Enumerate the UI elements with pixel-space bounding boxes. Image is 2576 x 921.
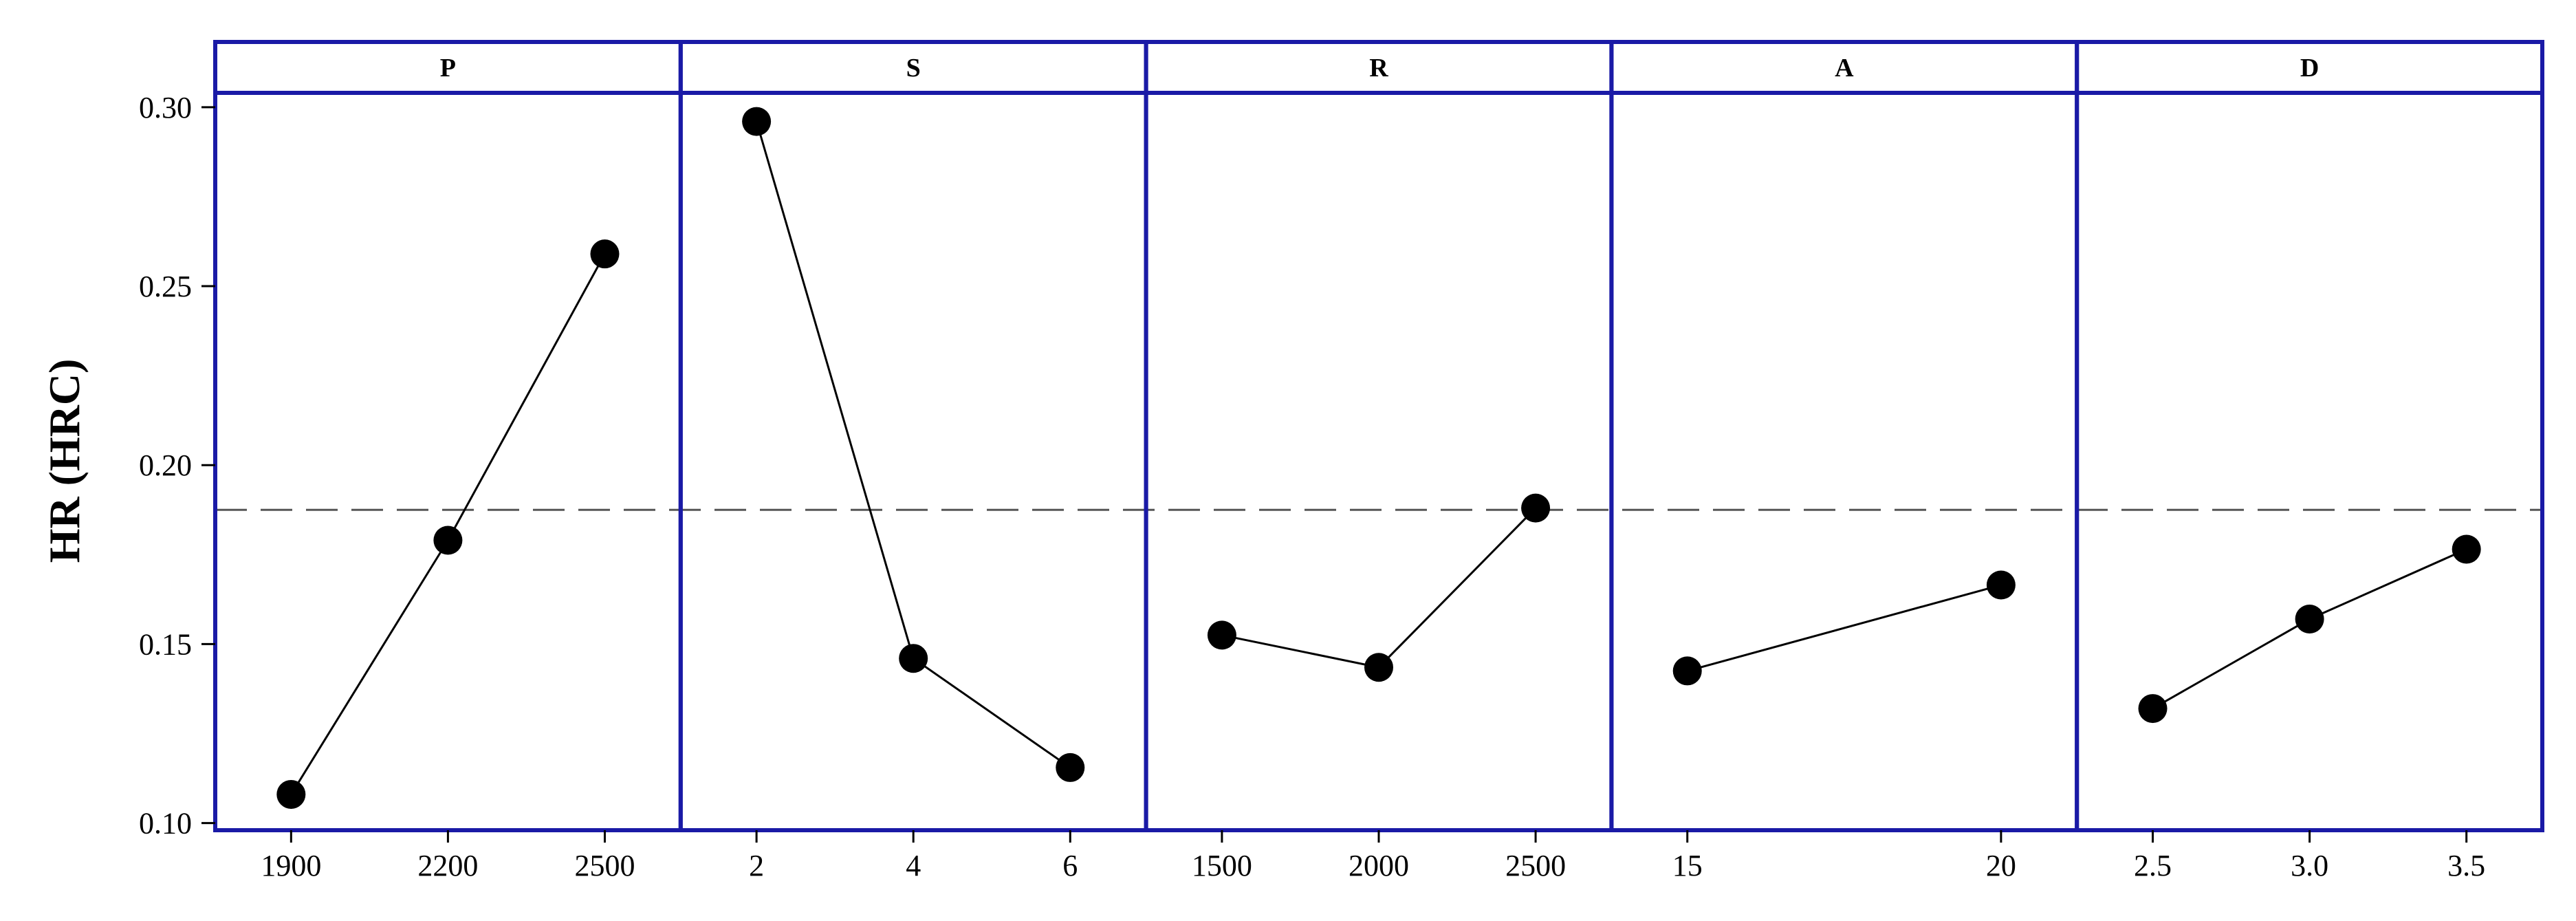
data-point-D-3.5 xyxy=(2452,534,2481,564)
data-point-A-15 xyxy=(1672,656,1702,686)
y-tick-label-0.30: 0.30 xyxy=(139,91,192,124)
x-tick-label-P-2500: 2500 xyxy=(574,849,635,882)
axes-layer: 1900 2200 2500 2 4 6 1500 2000 2500 15 20 2.5 3.0 3.5… xyxy=(139,91,2485,882)
x-tick-label-S-4: 4 xyxy=(906,849,921,882)
data-point-R-2000 xyxy=(1364,653,1393,682)
x-tick-label-D-2.5: 2.5 xyxy=(2134,849,2172,882)
data-point-D-2.5 xyxy=(2138,694,2168,724)
y-tick-label-0.20: 0.20 xyxy=(139,448,192,482)
panel-title-P: P xyxy=(440,54,456,83)
x-tick-label-A-15: 15 xyxy=(1672,849,1703,882)
series-line-A xyxy=(1687,584,2002,672)
x-tick-label-D-3.5: 3.5 xyxy=(2447,849,2485,882)
panel-title-D: D xyxy=(2300,54,2319,83)
panel-title-A: A xyxy=(1835,54,1854,83)
x-tick-label-S-6: 6 xyxy=(1062,849,1078,882)
x-tick-label-A-20: 20 xyxy=(1986,849,2016,882)
data-point-R-1500 xyxy=(1207,620,1236,650)
x-tick-label-P-1900: 1900 xyxy=(261,849,321,882)
panel-frame-P xyxy=(213,40,683,832)
panel-title-R: R xyxy=(1369,54,1388,83)
y-tick-label-0.10: 0.10 xyxy=(139,807,192,841)
y-tick-label-0.25: 0.25 xyxy=(139,270,192,303)
data-point-R-2500 xyxy=(1521,493,1551,523)
panel-frame-S xyxy=(678,40,1148,832)
panel-title-S: S xyxy=(906,54,921,83)
y-tick-label-0.15: 0.15 xyxy=(139,627,192,661)
y-axis-label: HR (HRC) xyxy=(40,359,89,563)
series-line-P xyxy=(290,253,606,795)
panel-frame-R xyxy=(1144,40,1614,832)
x-tick-label-D-3.0: 3.0 xyxy=(2291,849,2328,882)
series-layer xyxy=(276,107,2481,809)
x-tick-label-R-2000: 2000 xyxy=(1349,849,1409,882)
x-tick-label-R-1500: 1500 xyxy=(1192,849,1252,882)
data-point-S-4 xyxy=(899,644,928,673)
x-tick-label-P-2200: 2200 xyxy=(417,849,478,882)
x-tick-label-R-2500: 2500 xyxy=(1505,849,1566,882)
data-point-A-20 xyxy=(1986,570,2016,600)
x-tick-label-S-2: 2 xyxy=(749,849,764,882)
series-line-R xyxy=(1221,507,1537,669)
data-point-D-3.0 xyxy=(2295,604,2324,633)
data-point-S-2 xyxy=(742,107,772,136)
data-point-S-6 xyxy=(1056,752,1085,782)
data-point-P-2200 xyxy=(433,525,463,555)
panel-frame-A xyxy=(1609,40,2080,832)
data-point-P-2500 xyxy=(590,239,620,269)
data-point-P-1900 xyxy=(276,779,306,809)
